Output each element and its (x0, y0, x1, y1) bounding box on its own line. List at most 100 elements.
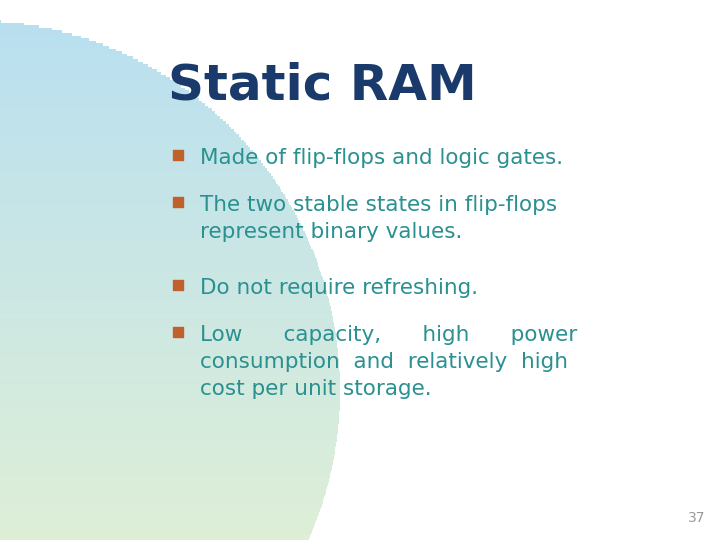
Bar (0, 308, 331, 312)
Bar (0, 488, 326, 491)
Bar (0, 87, 185, 91)
Bar (0, 111, 215, 114)
Bar (0, 434, 337, 436)
Bar (0, 454, 334, 457)
Bar (0, 348, 338, 350)
Bar (0, 64, 148, 68)
Bar (0, 28, 52, 31)
Bar (0, 212, 295, 215)
Bar (0, 202, 289, 205)
Bar (0, 278, 323, 280)
Bar (0, 501, 323, 504)
Bar (0, 449, 335, 452)
Bar (0, 311, 332, 314)
Bar (0, 72, 161, 75)
Bar (0, 361, 339, 364)
Bar (0, 41, 96, 44)
Text: 37: 37 (688, 511, 705, 525)
Bar (0, 426, 338, 429)
Bar (0, 54, 127, 57)
Bar (0, 173, 271, 177)
Bar (0, 93, 192, 96)
Bar (0, 269, 320, 273)
Bar (0, 332, 336, 335)
Bar (0, 415, 339, 418)
Bar (0, 316, 333, 320)
Bar (0, 96, 196, 98)
Bar (0, 335, 336, 338)
Bar (0, 467, 332, 470)
Bar (0, 249, 312, 252)
Text: Do not require refreshing.: Do not require refreshing. (200, 278, 478, 298)
Bar (0, 25, 39, 28)
Bar (0, 189, 282, 192)
Bar (0, 163, 264, 166)
Text: Low      capacity,      high      power
consumption  and  relatively  high
cost : Low capacity, high power consumption and… (200, 325, 577, 400)
Bar (0, 498, 323, 502)
Bar (0, 252, 314, 254)
Bar (0, 85, 181, 88)
Text: Static RAM: Static RAM (168, 62, 477, 110)
Bar (0, 56, 132, 59)
Bar (0, 244, 310, 247)
Point (172, 328, 184, 336)
Bar (0, 241, 310, 244)
Bar (0, 472, 330, 476)
Bar (0, 267, 320, 270)
Bar (0, 319, 333, 322)
Bar (0, 532, 311, 535)
Bar (0, 509, 320, 512)
Bar (0, 205, 291, 208)
Point (172, 151, 184, 159)
Bar (0, 394, 340, 397)
Bar (0, 345, 338, 348)
Bar (0, 506, 321, 509)
Bar (0, 462, 333, 465)
Bar (0, 527, 313, 530)
Bar (0, 288, 326, 291)
Bar (0, 387, 340, 390)
Bar (0, 407, 340, 410)
Bar (0, 428, 338, 431)
Bar (0, 145, 248, 148)
Bar (0, 522, 315, 525)
Bar (0, 38, 89, 41)
Bar (0, 122, 226, 125)
Bar (0, 537, 309, 540)
Bar (0, 142, 246, 145)
Bar (0, 475, 330, 478)
Bar (0, 90, 189, 93)
Bar (0, 438, 337, 442)
Bar (0, 132, 236, 135)
Bar (0, 113, 217, 117)
Bar (0, 355, 338, 359)
Bar (0, 83, 178, 85)
Bar (0, 168, 267, 171)
Bar (0, 423, 338, 426)
Bar (0, 116, 220, 119)
Bar (0, 231, 305, 234)
Bar (0, 228, 303, 231)
Bar (0, 272, 321, 275)
Bar (0, 236, 307, 239)
Bar (0, 160, 261, 164)
Bar (0, 483, 328, 486)
Bar (0, 405, 340, 408)
Bar (0, 100, 202, 104)
Bar (0, 441, 336, 444)
Bar (0, 493, 325, 496)
Bar (0, 358, 338, 361)
Bar (0, 20, 1, 23)
Bar (0, 530, 312, 532)
Bar (0, 184, 278, 187)
Bar (0, 51, 122, 55)
Bar (0, 511, 319, 515)
Bar (0, 298, 329, 301)
Bar (0, 457, 333, 460)
Bar (0, 350, 338, 353)
Bar (0, 496, 324, 499)
Bar (0, 447, 336, 449)
Bar (0, 517, 318, 519)
Bar (0, 402, 340, 406)
Bar (0, 381, 340, 384)
